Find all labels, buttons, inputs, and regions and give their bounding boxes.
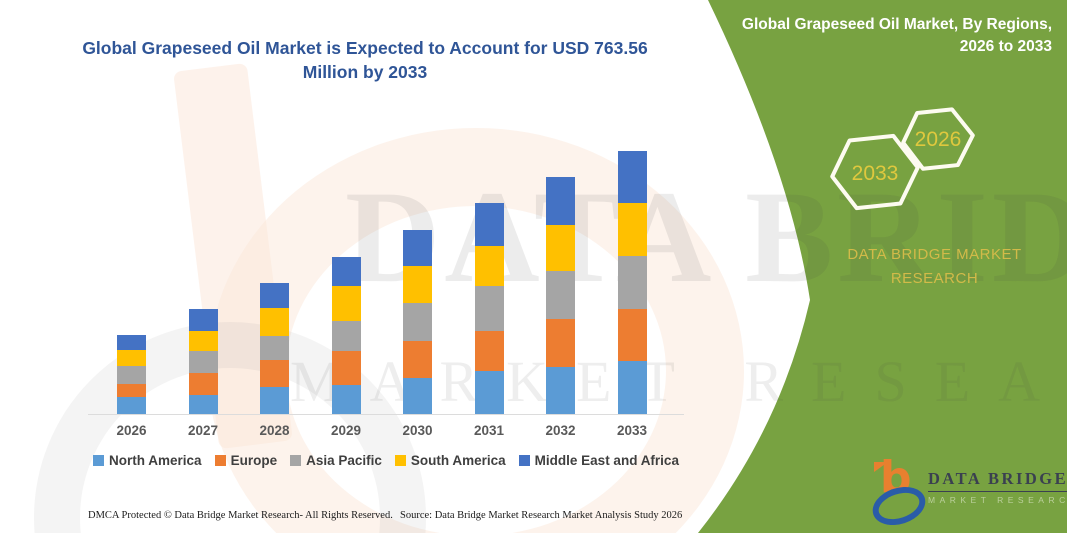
bar-segment-asia-pacific-2028: [260, 336, 289, 360]
bar-segment-middle-east-and-africa-2033: [617, 150, 647, 204]
bar-segment-south-america-2033: [617, 203, 647, 257]
x-axis-labels: 2026 2027 2028 2029 2030 2031 2032 2033: [90, 423, 682, 441]
footer-source-text: Source: Data Bridge Market Research Mark…: [400, 510, 683, 521]
bar-column-2033: [617, 150, 647, 414]
bar-segment-europe-2031: [474, 330, 504, 372]
bar-column-2032: [546, 177, 575, 414]
x-axis-line: [88, 414, 684, 415]
watermark-brand-line1: DATA BRIDGE: [345, 163, 1067, 310]
bar-segment-north-america-2026: [117, 397, 146, 414]
legend-swatch-south-america: [394, 455, 406, 466]
logo-wordmark: DATA BRIDGE: [928, 468, 1067, 488]
bar-segment-asia-pacific-2026: [117, 366, 146, 384]
panel-heading: Global Grapeseed Oil Market, By Regions,…: [741, 16, 1052, 56]
bar-column-2030: [403, 230, 432, 414]
bar-column-2029: [331, 256, 361, 414]
hexagon-years-graphic: 2033 2026: [830, 107, 975, 211]
bar-segment-asia-pacific-2029: [331, 320, 361, 351]
hexagon-2033-shape: [830, 133, 920, 211]
legend-item-middle-east-and-africa: Middle East and Africa: [518, 453, 679, 468]
legend-item-asia-pacific: Asia Pacific: [290, 453, 382, 468]
bar-segment-south-america-2030: [403, 265, 432, 304]
x-axis-label-2027: 2027: [187, 423, 219, 438]
bar-segment-europe-2029: [331, 350, 361, 385]
bar-segment-north-america-2031: [474, 371, 504, 414]
bar-segment-south-america-2031: [474, 245, 504, 287]
x-axis-label-2032: 2032: [545, 423, 576, 438]
bar-column-2031: [474, 203, 504, 414]
logo-subtext: MARKET RESEARCH: [928, 495, 1067, 506]
legend-swatch-europe: [214, 455, 226, 466]
bar-segment-middle-east-and-africa-2031: [474, 203, 504, 246]
bar-segment-europe-2028: [260, 359, 289, 388]
logo-underline: [928, 490, 1067, 493]
bar-segment-north-america-2033: [617, 360, 647, 414]
bar-column-2027: [188, 309, 218, 414]
x-axis-label-2028: 2028: [259, 423, 290, 438]
bar-segment-asia-pacific-2031: [474, 286, 504, 331]
bar-segment-north-america-2028: [260, 387, 289, 414]
chart-legend: North America Europe Asia Pacific South Ame…: [70, 453, 702, 468]
bar-segment-middle-east-and-africa-2029: [331, 256, 361, 286]
legend-swatch-middle-east-and-africa: [518, 455, 530, 466]
bar-segment-asia-pacific-2030: [403, 303, 432, 341]
x-axis-label-2026: 2026: [116, 423, 147, 438]
x-axis-label-2031: 2031: [473, 423, 505, 438]
x-axis-label-2029: 2029: [330, 423, 362, 438]
legend-label-south-america: South America: [410, 453, 506, 468]
bar-segment-north-america-2030: [403, 378, 432, 414]
x-axis-label-2033: 2033: [616, 423, 648, 438]
bar-segment-asia-pacific-2032: [546, 270, 575, 320]
x-axis-label-2030: 2030: [402, 423, 433, 438]
legend-swatch-asia-pacific: [290, 455, 302, 466]
bar-segment-europe-2033: [617, 309, 647, 361]
legend-item-south-america: South America: [394, 453, 506, 468]
bar-column-2028: [260, 282, 289, 414]
plot-area: [90, 90, 682, 414]
legend-label-europe: Europe: [230, 453, 278, 468]
bar-segment-europe-2026: [117, 383, 146, 398]
chart-title: Global Grapeseed Oil Market is Expected …: [82, 38, 648, 82]
bar-segment-middle-east-and-africa-2026: [117, 335, 146, 351]
bar-segment-middle-east-and-africa-2032: [546, 177, 575, 226]
bar-segment-north-america-2027: [188, 394, 218, 414]
footer-dmca-text: DMCA Protected © Data Bridge Market Rese…: [88, 510, 393, 521]
bar-segment-europe-2030: [403, 340, 432, 379]
bar-segment-middle-east-and-africa-2030: [403, 230, 432, 266]
legend-swatch-north-america: [93, 455, 105, 466]
legend-item-europe: Europe: [214, 453, 278, 468]
bar-segment-asia-pacific-2027: [188, 350, 218, 373]
bar-segment-europe-2032: [546, 319, 575, 368]
bar-segment-south-america-2026: [117, 350, 146, 367]
hexagon-2026-label: 2026: [915, 128, 962, 151]
legend-label-middle-east-and-africa: Middle East and Africa: [534, 453, 679, 468]
bar-segment-europe-2027: [188, 372, 218, 395]
bar-segment-south-america-2029: [331, 285, 361, 321]
bar-segment-north-america-2032: [546, 367, 575, 414]
hexagon-2026-shape: [901, 107, 975, 171]
bar-segment-middle-east-and-africa-2028: [260, 282, 289, 309]
bar-segment-north-america-2029: [331, 385, 361, 414]
bar-segment-south-america-2032: [546, 225, 575, 271]
bar-segment-middle-east-and-africa-2027: [188, 309, 218, 331]
logo-hook-shape: [874, 462, 888, 472]
panel-brand-caption: DATA BRIDGE MARKET RESEARCH: [847, 246, 1022, 287]
bar-segment-south-america-2027: [188, 330, 218, 351]
bar-column-2026: [117, 335, 146, 414]
legend-label-north-america: North America: [109, 453, 202, 468]
logo-b-icon: b: [867, 456, 931, 532]
hexagon-2033-label: 2033: [852, 162, 899, 185]
legend-item-north-america: North America: [93, 453, 202, 468]
legend-label-asia-pacific: Asia Pacific: [306, 453, 382, 468]
data-bridge-logo: b DATA BRIDGE MARKET RESEARCH: [867, 456, 1067, 532]
bar-segment-asia-pacific-2033: [617, 256, 647, 310]
bar-segment-south-america-2028: [260, 308, 289, 337]
